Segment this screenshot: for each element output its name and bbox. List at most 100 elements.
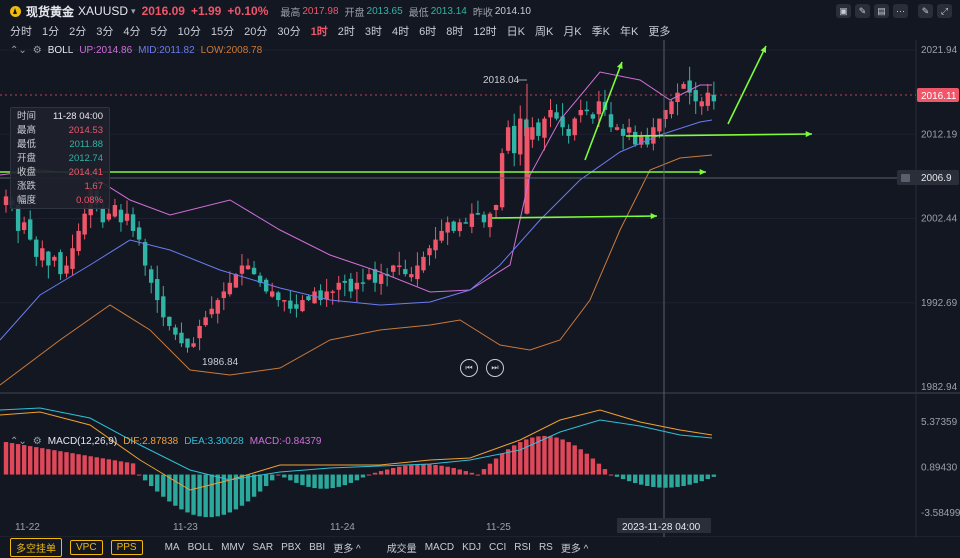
fullscreen-icon[interactable]: ⤢ [937,4,952,18]
kline-chart-svg[interactable]: 2021.94 2012.19 2002.44 1992.69 1982.94 5.373… [0,40,960,558]
timeframe-13[interactable]: 4时 [392,26,410,38]
macd-bar [124,462,130,475]
timeframe-8[interactable]: 20分 [244,26,268,38]
candle-body [312,291,317,304]
timeframe-14[interactable]: 6时 [419,26,437,38]
layout-icon[interactable]: ▤ [874,4,889,18]
timeframe-11[interactable]: 2时 [337,26,355,38]
timeframe-15[interactable]: 8时 [446,26,464,38]
sub-indicator-0[interactable]: 成交量 [386,544,417,555]
open-label: 开盘 [344,7,365,19]
candle-body [451,221,456,231]
timeframe-1[interactable]: 1分 [42,26,60,38]
timeframe-4[interactable]: 4分 [123,26,141,38]
macd-bar [233,474,239,510]
timeframe-22[interactable]: 更多 [648,26,671,38]
main-indicator-5[interactable]: BBI [309,542,326,553]
sub-indicator-6[interactable]: 更多 ^ [560,544,589,555]
time-axis-label: 11-24 [330,522,355,533]
macd-bar [15,444,21,475]
symbol-code[interactable]: XAUUSD [78,4,129,18]
candle-body [687,80,692,93]
symbol-dropdown-icon[interactable]: ▾ [131,5,136,16]
price-axis-label: 2002.44 [921,214,958,225]
macd-bar [469,472,475,475]
timeframe-7[interactable]: 15分 [210,26,235,38]
settings-icon[interactable]: ⚙ [32,436,42,447]
sub-indicator-4[interactable]: RSI [514,542,531,553]
price-axis-label: 1992.69 [921,298,958,309]
timeframe-3[interactable]: 3分 [96,26,114,38]
low-value: 2013.14 [430,5,467,17]
infobox-value: 2014.53 [68,125,103,136]
candle-body [112,205,118,217]
candle-body [185,338,190,348]
timeframe-21[interactable]: 年K [620,26,639,38]
pill-button-1[interactable]: VPC [70,540,103,555]
macd-bar [614,474,620,477]
timeframe-20[interactable]: 季K [591,26,610,38]
macd-bar [88,456,93,475]
macd-bar [596,463,602,475]
more-icon[interactable]: ⋯ [893,4,908,18]
candle-body [28,219,33,240]
macd-bar [312,474,317,489]
macd-bar [28,446,33,475]
main-indicator-3[interactable]: SAR [252,542,274,553]
symbol-name[interactable]: 现货黄金 [26,4,75,19]
sub-indicator-2[interactable]: KDJ [462,542,482,553]
macd-bar [675,474,680,487]
candle-body [493,205,499,211]
candle-body [620,128,626,136]
timeframe-18[interactable]: 周K [534,26,554,38]
timeframe-2[interactable]: 2分 [69,26,87,38]
candle-body [566,128,571,136]
sub-indicator-1[interactable]: MACD [424,542,455,553]
pill-button-0[interactable]: 多空挂单 [10,538,62,557]
candle-body [633,131,638,145]
timeframe-17[interactable]: 日K [506,26,525,38]
crosshair-time-tag: 2023-11-28 04:00 [622,522,701,533]
candle-body [142,242,148,266]
timeframe-16[interactable]: 12时 [473,26,497,38]
timeframe-0[interactable]: 分时 [10,26,32,38]
timeframe-12[interactable]: 3时 [364,26,382,38]
timeframe-9[interactable]: 30分 [277,26,301,38]
main-indicator-0[interactable]: MA [164,542,180,553]
macd-bar [403,465,408,475]
main-indicator-6[interactable]: 更多 ^ [333,544,361,555]
draw-icon[interactable]: ✎ [855,4,870,18]
crosshair-price-tag: 2006.9 [921,173,952,184]
main-indicator-4[interactable]: PBX [281,542,302,553]
prev-icon[interactable]: ⏮ [460,359,478,377]
pill-button-2[interactable]: PPS [110,540,143,555]
macd-bar [288,474,293,481]
settings-icon[interactable]: ⚙ [32,45,42,56]
timeframe-10[interactable]: 1时 [310,26,328,38]
sub-indicator-5[interactable]: RS [538,542,553,553]
macd-bar [397,466,402,475]
macd-bar [342,474,347,486]
main-indicator-1[interactable]: BOLL [187,542,214,553]
macd-legend: ⌃⌄ ⚙ MACD(12,26,9) DIF:2.87838 DEA:3.300… [10,436,321,447]
timeframe-5[interactable]: 5分 [150,26,168,38]
macd-bar [306,474,311,487]
macd-bar [433,465,438,475]
candle-body [203,317,208,326]
timeframe-19[interactable]: 月K [563,26,582,38]
macd-bar [366,474,372,476]
boll-legend: ⌃⌄ ⚙ BOLL UP:2014.86 MID:2011.82 LOW:200… [10,45,262,56]
candles-group [3,66,717,353]
macd-bar [554,437,559,475]
current-price: 2016.09 [141,4,185,18]
collapse-icon[interactable]: ⌃⌄ [10,436,27,447]
chart-type-icon[interactable]: ▣ [836,4,851,18]
candle-body [257,275,263,283]
draw-icon-2[interactable]: ✎ [918,4,933,18]
sub-indicator-3[interactable]: CCI [489,542,507,553]
timeframe-6[interactable]: 10分 [177,26,201,38]
macd-bar [481,469,487,475]
collapse-icon[interactable]: ⌃⌄ [10,45,27,56]
main-indicator-2[interactable]: MMV [221,542,245,553]
next-icon[interactable]: ⏭ [486,359,504,377]
